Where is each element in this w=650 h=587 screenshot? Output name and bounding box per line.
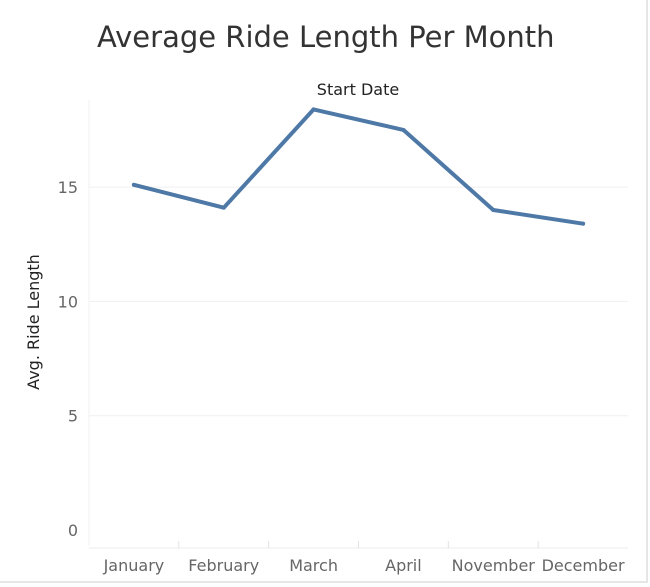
data-point[interactable]: [581, 221, 586, 226]
y-tick-label: 10: [58, 292, 78, 311]
x-tick-label: December: [542, 556, 625, 575]
x-tick-label: February: [188, 556, 259, 575]
y-axis: 0 5 10 15: [58, 100, 90, 545]
gridlines: [89, 186, 628, 417]
data-point[interactable]: [221, 205, 226, 210]
data-point[interactable]: [131, 182, 136, 187]
data-point[interactable]: [311, 107, 316, 112]
chart-title: Average Ride Length Per Month: [97, 20, 555, 54]
y-axis-title: Avg. Ride Length: [24, 254, 43, 390]
y-tick-label: 0: [68, 521, 78, 540]
x-tick-label: January: [103, 556, 165, 575]
x-axis: January February March April November Decembe…: [89, 541, 628, 575]
y-tick-label: 15: [58, 178, 78, 197]
y-tick-label: 5: [68, 407, 78, 426]
x-tick-label: April: [385, 556, 422, 575]
x-axis-title: Start Date: [317, 80, 399, 99]
data-point[interactable]: [401, 127, 406, 132]
series-group: [131, 107, 586, 226]
series-line: [131, 107, 586, 226]
data-point[interactable]: [491, 207, 496, 212]
x-tick-label: November: [452, 556, 536, 575]
x-tick-label: March: [289, 556, 338, 575]
